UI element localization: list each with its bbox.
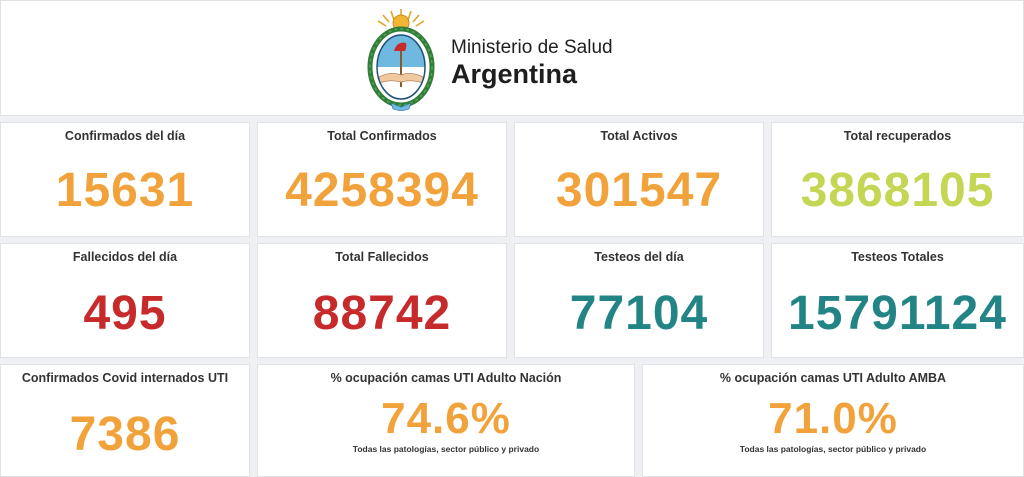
card-value: 4258394 (285, 164, 479, 217)
card-value: 88742 (312, 287, 452, 340)
card-title: Testeos del día (594, 250, 684, 264)
card-title: Fallecidos del día (72, 250, 178, 264)
card-total-confirmados: Total Confirmados 4258394 (257, 122, 507, 237)
card-title: % ocupación camas UTI Adulto AMBA (719, 371, 947, 385)
header-banner: Ministerio de Salud Argentina (0, 0, 1024, 116)
card-value: 3868105 (800, 164, 995, 217)
card-note: Todas las patologías, sector público y p… (739, 444, 927, 454)
card-title: Confirmados Covid internados UTI (21, 371, 229, 385)
card-fallecidos-dia: Fallecidos del día 495 (0, 243, 250, 358)
card-title: Confirmados del día (64, 129, 186, 143)
card-testeos-dia: Testeos del día 77104 (514, 243, 764, 358)
card-title: % ocupación camas UTI Adulto Nación (330, 371, 562, 385)
card-value: 71.0% (768, 394, 898, 443)
card-value: 77104 (569, 287, 709, 340)
card-value: 495 (83, 287, 167, 340)
card-title: Total Fallecidos (335, 250, 429, 264)
card-title: Total Confirmados (327, 129, 437, 143)
card-value: 7386 (69, 408, 181, 461)
card-total-activos: Total Activos 301547 (514, 122, 764, 237)
card-note: Todas las patologías, sector público y p… (352, 444, 540, 454)
card-confirmados-dia: Confirmados del día 15631 (0, 122, 250, 237)
card-total-fallecidos: Total Fallecidos 88742 (257, 243, 507, 358)
card-value: 15791124 (788, 287, 1007, 340)
argentina-coat-of-arms-icon (367, 9, 435, 111)
card-ocupacion-nacion: % ocupación camas UTI Adulto Nación 74.6… (257, 364, 635, 477)
country-name: Argentina (451, 59, 578, 89)
card-title: Testeos Totales (851, 250, 944, 264)
card-value: 15631 (55, 164, 195, 217)
card-total-recuperados: Total recuperados 3868105 (771, 122, 1024, 237)
card-value: 74.6% (381, 394, 511, 443)
card-title: Total recuperados (843, 129, 952, 143)
card-title: Total Activos (600, 129, 678, 143)
card-internados-uti: Confirmados Covid internados UTI 7386 (0, 364, 250, 477)
card-value: 301547 (555, 164, 723, 217)
card-testeos-totales: Testeos Totales 15791124 (771, 243, 1024, 358)
ministry-name: Ministerio de Salud (451, 37, 613, 58)
brand-text: Ministerio de Salud Argentina (451, 37, 613, 89)
card-ocupacion-amba: % ocupación camas UTI Adulto AMBA 71.0% … (642, 364, 1024, 477)
